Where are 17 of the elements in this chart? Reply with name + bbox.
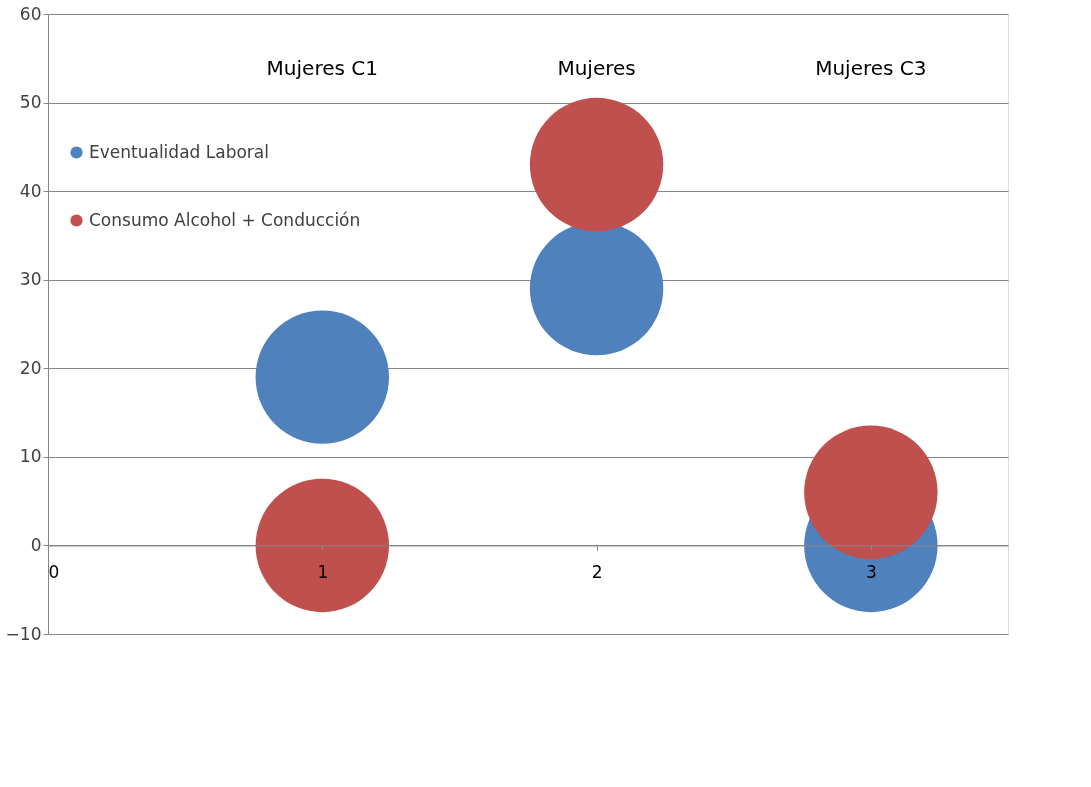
- y-tick-label: 60: [19, 3, 42, 24]
- y-tick-label: 0: [30, 534, 42, 555]
- legend-label: Eventualidad Laboral: [89, 141, 269, 162]
- y-tick-label: 50: [19, 92, 42, 113]
- y-tick-label: 40: [19, 180, 42, 201]
- annotation: Mujeres C1: [266, 56, 378, 80]
- y-tick-label: 30: [19, 269, 42, 290]
- x-tick-label: 3: [865, 561, 877, 582]
- y-tick-label: −10: [5, 623, 42, 644]
- x-tick-label: 2: [591, 561, 603, 582]
- legend-label: Consumo Alcohol + Conducción: [89, 209, 361, 230]
- y-tick-label: 20: [19, 357, 42, 378]
- annotation: Mujeres C3: [815, 56, 927, 80]
- annotation: Mujeres: [557, 56, 636, 80]
- y-tick-label: 10: [19, 446, 42, 467]
- x-tick-label: 0: [48, 561, 60, 582]
- x-tick-label: 1: [317, 561, 329, 582]
